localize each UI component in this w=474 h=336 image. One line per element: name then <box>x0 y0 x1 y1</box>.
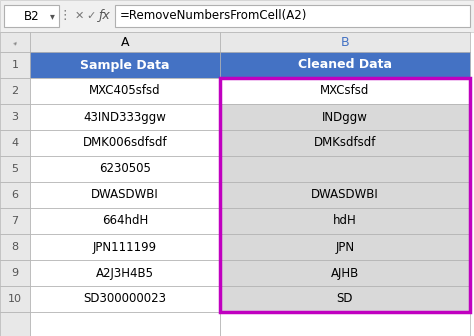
Bar <box>30 130 220 156</box>
Bar <box>220 156 470 182</box>
Bar <box>0 208 30 234</box>
Bar <box>220 52 470 78</box>
Text: =RemoveNumbersFromCell(A2): =RemoveNumbersFromCell(A2) <box>120 9 307 23</box>
Bar <box>220 182 470 208</box>
Text: MXCsfsd: MXCsfsd <box>320 84 370 97</box>
Text: 5: 5 <box>11 164 18 174</box>
Text: 6230505: 6230505 <box>99 163 151 175</box>
Text: A: A <box>121 36 129 48</box>
Text: Sample Data: Sample Data <box>80 58 170 72</box>
Text: 4: 4 <box>11 138 18 148</box>
Bar <box>115 5 470 27</box>
Text: B: B <box>341 36 349 48</box>
Bar <box>30 286 220 312</box>
Bar <box>0 130 30 156</box>
Text: 43IND333ggw: 43IND333ggw <box>83 111 166 124</box>
Bar <box>0 312 30 336</box>
Bar <box>220 286 470 312</box>
Bar <box>0 78 30 104</box>
Text: ⋮: ⋮ <box>59 9 71 23</box>
Bar <box>220 208 470 234</box>
Bar <box>30 208 220 234</box>
Text: ▾: ▾ <box>50 11 55 21</box>
Text: SD300000023: SD300000023 <box>83 293 166 305</box>
Bar <box>0 260 30 286</box>
Text: ✓: ✓ <box>86 11 96 21</box>
Text: 9: 9 <box>11 268 18 278</box>
Bar <box>30 312 220 336</box>
Bar <box>4 5 59 27</box>
Bar <box>30 52 220 78</box>
Text: MXC405sfsd: MXC405sfsd <box>89 84 161 97</box>
Text: AJHB: AJHB <box>331 266 359 280</box>
Bar <box>30 182 220 208</box>
Text: ƒx: ƒx <box>99 9 111 23</box>
Bar <box>0 52 30 78</box>
Bar <box>0 32 30 52</box>
Text: 8: 8 <box>11 242 18 252</box>
Bar <box>220 32 470 52</box>
Bar <box>0 156 30 182</box>
Text: 664hdH: 664hdH <box>102 214 148 227</box>
Bar <box>0 234 30 260</box>
Text: A2J3H4B5: A2J3H4B5 <box>96 266 154 280</box>
Bar <box>0 104 30 130</box>
Bar <box>0 182 30 208</box>
Text: Cleaned Data: Cleaned Data <box>298 58 392 72</box>
Bar <box>0 286 30 312</box>
Bar <box>220 234 470 260</box>
Bar <box>30 32 220 52</box>
Bar <box>30 104 220 130</box>
Text: ✕: ✕ <box>74 11 84 21</box>
Text: JPN: JPN <box>336 241 355 253</box>
Text: hdH: hdH <box>333 214 357 227</box>
Text: SD: SD <box>337 293 353 305</box>
Text: DMKsdfsdf: DMKsdfsdf <box>314 136 376 150</box>
Text: DWASDWBI: DWASDWBI <box>91 188 159 202</box>
Text: DWASDWBI: DWASDWBI <box>311 188 379 202</box>
Text: ◂: ◂ <box>12 39 18 45</box>
Bar <box>220 78 470 104</box>
Bar <box>220 78 470 312</box>
Text: 6: 6 <box>11 190 18 200</box>
Bar <box>220 312 470 336</box>
Bar <box>30 156 220 182</box>
Bar <box>30 78 220 104</box>
Text: JPN111199: JPN111199 <box>93 241 157 253</box>
Bar <box>30 260 220 286</box>
Bar <box>220 260 470 286</box>
Text: B2: B2 <box>24 9 39 23</box>
Text: DMK006sdfsdf: DMK006sdfsdf <box>82 136 167 150</box>
Bar <box>220 130 470 156</box>
Text: INDggw: INDggw <box>322 111 368 124</box>
Text: 7: 7 <box>11 216 18 226</box>
Text: 1: 1 <box>11 60 18 70</box>
Text: 2: 2 <box>11 86 18 96</box>
Bar <box>30 234 220 260</box>
Text: 10: 10 <box>8 294 22 304</box>
Bar <box>220 104 470 130</box>
Text: 3: 3 <box>11 112 18 122</box>
Bar <box>0 0 474 32</box>
